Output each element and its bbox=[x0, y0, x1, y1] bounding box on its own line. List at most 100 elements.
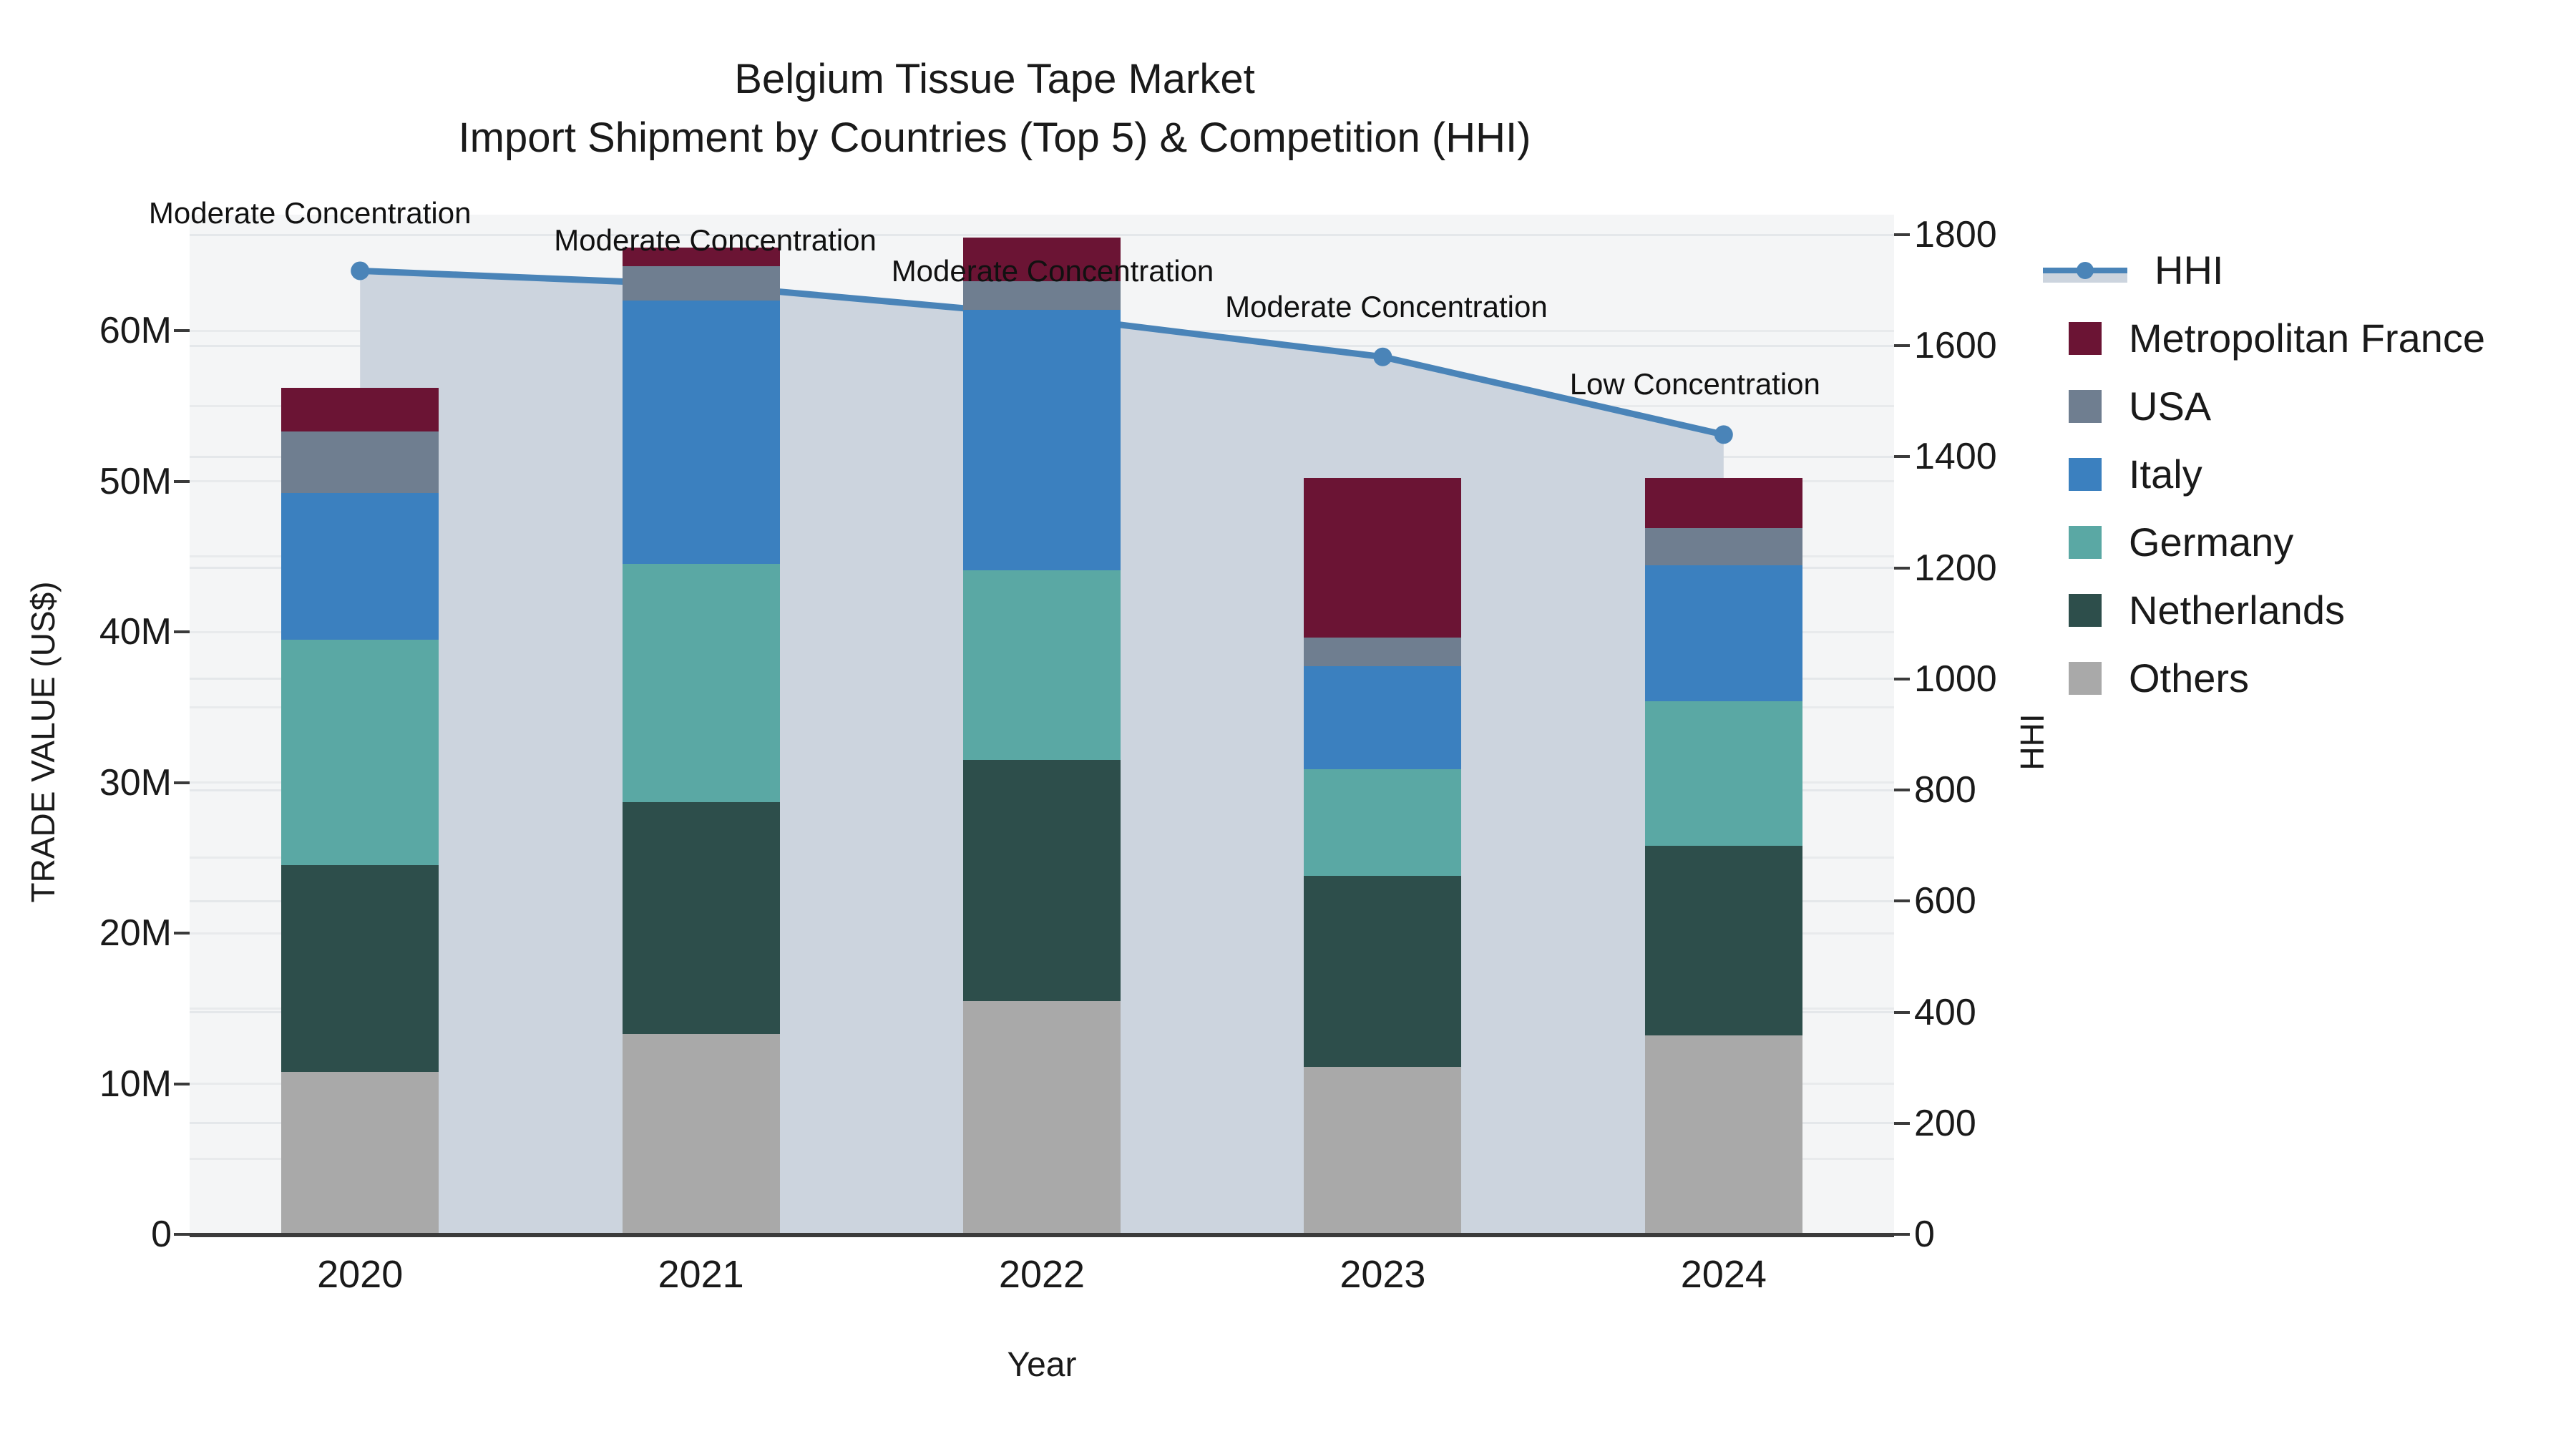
legend-item-others[interactable]: Others bbox=[2043, 644, 2485, 712]
y-right-tickmark-1400 bbox=[1894, 455, 1910, 459]
annotation-2020: Moderate Concentration bbox=[148, 196, 472, 230]
legend-label: Italy bbox=[2129, 452, 2202, 497]
bar-segment-2020-netherlands[interactable] bbox=[281, 865, 439, 1072]
y-right-tick-1000: 1000 bbox=[1914, 658, 1997, 700]
legend-item-germany[interactable]: Germany bbox=[2043, 508, 2485, 576]
x-tick-2020: 2020 bbox=[317, 1253, 404, 1296]
legend-swatch-icon bbox=[2069, 525, 2102, 559]
bar-segment-2023-metropolitan-france[interactable] bbox=[1304, 478, 1462, 638]
chart-title-line1: Belgium Tissue Tape Market bbox=[734, 56, 1255, 102]
bar-group-2022[interactable] bbox=[963, 215, 1121, 1234]
gridline-hhi-1800 bbox=[190, 233, 1894, 236]
legend-label: Others bbox=[2129, 655, 2250, 701]
bar-segment-2020-usa[interactable] bbox=[281, 431, 439, 494]
bar-segment-2021-italy[interactable] bbox=[622, 300, 780, 565]
y-left-tick-10M: 10M bbox=[99, 1063, 172, 1105]
legend-item-netherlands[interactable]: Netherlands bbox=[2043, 576, 2485, 644]
y-left-tickmark-60M bbox=[174, 329, 190, 332]
bar-segment-2024-netherlands[interactable] bbox=[1644, 845, 1802, 1036]
bar-group-2023[interactable] bbox=[1304, 215, 1462, 1234]
legend-swatch-icon bbox=[2069, 661, 2102, 695]
bar-segment-2022-others[interactable] bbox=[963, 1000, 1121, 1234]
y-left-tickmark-0 bbox=[174, 1233, 190, 1236]
legend-item-italy[interactable]: Italy bbox=[2043, 440, 2485, 508]
bar-segment-2022-metropolitan-france[interactable] bbox=[963, 237, 1121, 281]
y-right-tickmark-800 bbox=[1894, 789, 1910, 792]
bar-segment-2023-others[interactable] bbox=[1304, 1067, 1462, 1234]
bar-segment-2023-germany[interactable] bbox=[1304, 769, 1462, 877]
bar-segment-2021-netherlands[interactable] bbox=[622, 801, 780, 1035]
hhi-point-2020[interactable] bbox=[351, 261, 370, 280]
y-right-tickmark-0 bbox=[1894, 1233, 1910, 1236]
y-left-tick-30M: 30M bbox=[99, 761, 172, 804]
legend-label: HHI bbox=[2155, 248, 2224, 293]
legend-label: USA bbox=[2129, 384, 2212, 429]
bar-segment-2022-germany[interactable] bbox=[963, 570, 1121, 760]
y-left-tickmark-20M bbox=[174, 932, 190, 935]
x-tick-2021: 2021 bbox=[658, 1253, 744, 1296]
bar-segment-2022-usa[interactable] bbox=[963, 280, 1121, 310]
y-left-tick-40M: 40M bbox=[99, 611, 172, 653]
y-right-tick-400: 400 bbox=[1914, 991, 1976, 1033]
y-left-tick-60M: 60M bbox=[99, 310, 172, 351]
legend-label: Metropolitan France bbox=[2129, 316, 2486, 361]
annotation-2022: Moderate Concentration bbox=[891, 253, 1214, 288]
bar-segment-2022-netherlands[interactable] bbox=[963, 759, 1121, 1001]
x-tick-2024: 2024 bbox=[1680, 1253, 1767, 1296]
bar-group-2024[interactable] bbox=[1644, 215, 1802, 1234]
y-left-tick-0: 0 bbox=[151, 1214, 172, 1255]
bar-segment-2021-metropolitan-france[interactable] bbox=[622, 248, 780, 266]
bar-segment-2024-others[interactable] bbox=[1644, 1035, 1802, 1234]
legend: HHI Metropolitan France USA Italy Germany Net… bbox=[2043, 236, 2485, 712]
bar-group-2021[interactable] bbox=[622, 215, 780, 1234]
bar-segment-2023-italy[interactable] bbox=[1304, 666, 1462, 769]
legend-item-metropolitan-france[interactable]: Metropolitan France bbox=[2043, 304, 2485, 372]
x-axis-line bbox=[190, 1233, 1894, 1237]
bar-segment-2020-metropolitan-france[interactable] bbox=[281, 388, 439, 432]
hhi-point-2024[interactable] bbox=[1714, 425, 1733, 444]
y-right-tick-1200: 1200 bbox=[1914, 547, 1997, 589]
bar-segment-2023-netherlands[interactable] bbox=[1304, 876, 1462, 1068]
bar-segment-2020-germany[interactable] bbox=[281, 639, 439, 866]
y-left-tickmark-50M bbox=[174, 479, 190, 483]
y-left-tickmark-40M bbox=[174, 630, 190, 633]
annotation-2024: Low Concentration bbox=[1569, 367, 1820, 401]
y-right-tickmark-1800 bbox=[1894, 233, 1910, 236]
legend-label: Netherlands bbox=[2129, 587, 2345, 633]
legend-label: Germany bbox=[2129, 519, 2294, 565]
legend-dot-icon bbox=[2077, 261, 2094, 279]
y-right-tick-600: 600 bbox=[1914, 880, 1976, 922]
bar-segment-2020-italy[interactable] bbox=[281, 493, 439, 640]
bar-segment-2021-usa[interactable] bbox=[622, 265, 780, 301]
y-right-tickmark-400 bbox=[1894, 1010, 1910, 1014]
legend-item-hhi[interactable]: HHI bbox=[2043, 236, 2485, 304]
x-tick-2022: 2022 bbox=[998, 1253, 1085, 1296]
bar-segment-2023-usa[interactable] bbox=[1304, 638, 1462, 667]
annotation-2021: Moderate Concentration bbox=[554, 223, 877, 257]
bar-segment-2024-italy[interactable] bbox=[1644, 565, 1802, 701]
bar-segment-2020-others[interactable] bbox=[281, 1071, 439, 1234]
bar-segment-2021-others[interactable] bbox=[622, 1034, 780, 1234]
bar-segment-2022-italy[interactable] bbox=[963, 309, 1121, 570]
chart-title: Belgium Tissue Tape Market Import Shipme… bbox=[0, 50, 1989, 168]
y-right-tickmark-1000 bbox=[1894, 677, 1910, 680]
bar-segment-2024-metropolitan-france[interactable] bbox=[1644, 478, 1802, 528]
legend-swatch-icon bbox=[2069, 389, 2102, 423]
legend-item-usa[interactable]: USA bbox=[2043, 372, 2485, 440]
x-axis-title: Year bbox=[1007, 1346, 1077, 1384]
y-right-tick-1400: 1400 bbox=[1914, 436, 1997, 478]
y-right-tick-0: 0 bbox=[1914, 1214, 1935, 1255]
bar-segment-2021-germany[interactable] bbox=[622, 564, 780, 802]
y-right-tick-200: 200 bbox=[1914, 1102, 1976, 1144]
bar-group-2020[interactable] bbox=[281, 215, 439, 1234]
y-right-tickmark-1600 bbox=[1894, 344, 1910, 348]
y-left-tick-50M: 50M bbox=[99, 460, 172, 502]
x-tick-2023: 2023 bbox=[1340, 1253, 1426, 1296]
chart-title-line2: Import Shipment by Countries (Top 5) & C… bbox=[458, 114, 1531, 162]
legend-swatch-icon bbox=[2069, 593, 2102, 627]
hhi-point-2023[interactable] bbox=[1373, 347, 1392, 366]
legend-swatch-icon bbox=[2069, 457, 2102, 491]
bar-segment-2024-usa[interactable] bbox=[1644, 527, 1802, 566]
y-right-tickmark-200 bbox=[1894, 1121, 1910, 1125]
bar-segment-2024-germany[interactable] bbox=[1644, 701, 1802, 846]
